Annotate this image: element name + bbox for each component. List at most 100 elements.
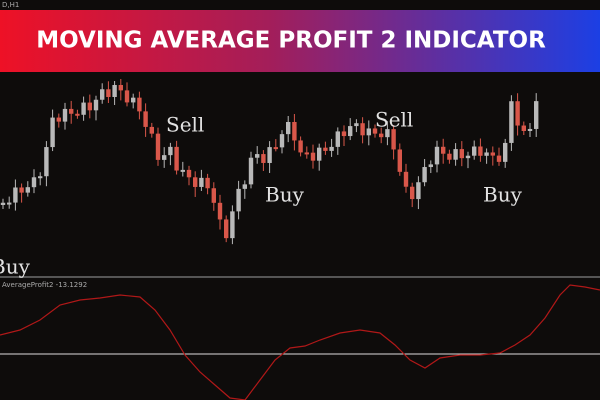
candle-body (242, 184, 247, 189)
candle-body (279, 134, 285, 148)
candle-body (261, 154, 266, 163)
candle-body (230, 211, 235, 239)
sell-label: Sell (166, 113, 204, 137)
candle-body (112, 85, 117, 97)
banner-title: MOVING AVERAGE PROFIT 2 INDICATOR (36, 28, 546, 54)
candle-body (193, 177, 198, 187)
candle-body (335, 131, 340, 147)
candle-body (273, 147, 278, 150)
candle-body (106, 89, 111, 97)
candle-body (255, 154, 260, 158)
candle-body (360, 123, 365, 136)
candle-body (168, 146, 173, 156)
candle-body (323, 147, 328, 151)
buy-label: Buy (483, 183, 523, 207)
candle-body (44, 147, 49, 177)
candle-body (410, 186, 415, 200)
buy-label: Buy (0, 255, 31, 279)
candle-body (397, 149, 402, 172)
indicator-line (0, 284, 600, 400)
candle-body (124, 90, 130, 103)
candle-body (428, 164, 433, 168)
window-label: D,H1 (2, 1, 19, 9)
candle-body (534, 101, 539, 129)
candle-body (434, 146, 440, 165)
candle-body (310, 152, 316, 161)
candle-body (199, 177, 204, 187)
candle-body (143, 111, 148, 127)
banner (0, 10, 600, 72)
candle-body (515, 101, 520, 126)
candle-body (379, 133, 384, 138)
candle-body (453, 149, 458, 160)
candle-body (69, 108, 74, 114)
candle-body (174, 146, 179, 171)
sell-label: Sell (375, 108, 413, 132)
candle-body (211, 188, 216, 203)
candle-body (248, 157, 254, 185)
candle-body (348, 126, 353, 137)
candle-body (329, 146, 334, 151)
candle-body (484, 152, 489, 156)
candle-body (341, 131, 347, 137)
candle-body (93, 99, 99, 111)
candle-body (236, 188, 241, 212)
candle-body (298, 140, 303, 153)
candle-body (385, 129, 390, 138)
candles (0, 79, 539, 245)
candle-body (50, 117, 55, 148)
candle-body (137, 97, 142, 112)
candle-body (81, 102, 86, 115)
candle-body (205, 177, 210, 189)
candle-body (162, 155, 167, 160)
candle-body (465, 155, 471, 159)
candle-body (87, 102, 92, 111)
candle-body (100, 89, 105, 100)
candle-body (441, 146, 446, 154)
candle-body (31, 177, 37, 188)
candle-body (503, 142, 508, 162)
candle-body (224, 219, 229, 239)
candle-body (490, 152, 495, 156)
candle-body (56, 117, 61, 122)
candle-body (372, 128, 378, 134)
candle-body (7, 202, 12, 205)
buy-label: Buy (265, 183, 305, 207)
candle-body (13, 187, 18, 203)
candle-body (354, 123, 359, 127)
candle-body (403, 171, 409, 187)
candle-body (521, 125, 526, 132)
candle-body (366, 128, 371, 136)
candle-body (509, 101, 514, 143)
candle-body (38, 176, 43, 179)
candle-body (416, 182, 421, 200)
candle-body (292, 121, 297, 141)
candle-body (186, 169, 192, 178)
candle-body (496, 155, 502, 162)
candle-body (286, 121, 291, 135)
candle-body (304, 152, 309, 155)
candle-body (118, 85, 123, 91)
indicator-name: AverageProfit2 -13.1292 (2, 281, 87, 289)
candle-body (180, 169, 185, 172)
candle-body (478, 146, 483, 156)
candle-body (62, 108, 68, 122)
candle-body (25, 187, 30, 193)
candle-body (75, 113, 80, 116)
candle-body (217, 202, 223, 220)
candle-body (527, 128, 533, 132)
candle-body (155, 133, 161, 160)
candle-body (391, 129, 396, 150)
candle-body (317, 147, 322, 161)
candle-body (422, 167, 427, 183)
candle-body (19, 187, 24, 193)
candle-body (131, 97, 136, 103)
candle-body (459, 149, 464, 159)
candle-body (472, 146, 477, 156)
candle-body (149, 126, 154, 134)
candle-body (0, 202, 6, 205)
candle-body (267, 147, 272, 163)
candle-body (447, 153, 452, 160)
